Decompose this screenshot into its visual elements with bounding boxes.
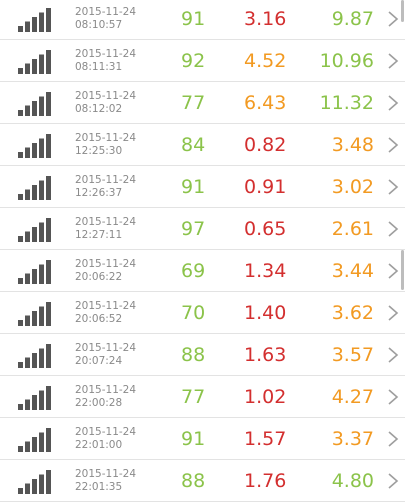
score-value: 88 xyxy=(181,344,206,366)
value-2: 10.96 xyxy=(319,50,374,72)
score-value: 91 xyxy=(181,428,206,450)
measurement-time: 20:07:24 xyxy=(75,355,123,367)
value-1: 1.34 xyxy=(244,260,287,282)
value-1: 1.40 xyxy=(244,302,287,324)
measurement-date: 2015-11-24 xyxy=(75,90,137,102)
chevron-right-icon[interactable] xyxy=(386,94,400,112)
value-2: 2.61 xyxy=(331,218,374,240)
chevron-right-icon[interactable] xyxy=(386,136,400,154)
score-value: 91 xyxy=(181,8,206,30)
chevron-right-icon[interactable] xyxy=(386,304,400,322)
measurement-time: 12:27:11 xyxy=(75,229,123,241)
measurement-date: 2015-11-24 xyxy=(75,174,137,186)
signal-strength-icon xyxy=(18,176,54,200)
score-value: 84 xyxy=(181,134,206,156)
scrollbar-thumb[interactable] xyxy=(401,250,404,290)
list-item[interactable]: 2015-11-24 22:01:35 88 1.76 4.80 xyxy=(0,460,405,502)
signal-strength-icon xyxy=(18,470,54,494)
score-value: 88 xyxy=(181,470,206,492)
score-value: 91 xyxy=(181,176,206,198)
chevron-right-icon[interactable] xyxy=(386,220,400,238)
value-1: 1.02 xyxy=(244,386,287,408)
list-item[interactable]: 2015-11-24 08:10:57 91 3.16 9.87 xyxy=(0,0,405,40)
measurement-time: 22:01:35 xyxy=(75,481,123,493)
score-value: 69 xyxy=(181,260,206,282)
scrollbar-thumb-top[interactable] xyxy=(401,0,404,22)
list-item[interactable]: 2015-11-24 20:06:52 70 1.40 3.62 xyxy=(0,292,405,334)
score-value: 97 xyxy=(181,218,206,240)
measurement-date: 2015-11-24 xyxy=(75,132,137,144)
score-value: 77 xyxy=(181,92,206,114)
chevron-right-icon[interactable] xyxy=(386,430,400,448)
signal-strength-icon xyxy=(18,218,54,242)
list-item[interactable]: 2015-11-24 08:11:31 92 4.52 10.96 xyxy=(0,40,405,82)
measurement-time: 08:12:02 xyxy=(75,103,123,115)
value-2: 9.87 xyxy=(331,8,374,30)
value-2: 3.37 xyxy=(331,428,374,450)
value-2: 3.44 xyxy=(331,260,374,282)
measurement-date: 2015-11-24 xyxy=(75,468,137,480)
measurement-date: 2015-11-24 xyxy=(75,300,137,312)
measurement-time: 08:11:31 xyxy=(75,61,123,73)
list-item[interactable]: 2015-11-24 20:07:24 88 1.63 3.57 xyxy=(0,334,405,376)
measurement-time: 08:10:57 xyxy=(75,19,123,31)
signal-strength-icon xyxy=(18,260,54,284)
measurement-time: 22:00:28 xyxy=(75,397,123,409)
value-2: 3.57 xyxy=(331,344,374,366)
value-2: 3.48 xyxy=(331,134,374,156)
signal-strength-icon xyxy=(18,386,54,410)
chevron-right-icon[interactable] xyxy=(386,52,400,70)
value-2: 4.80 xyxy=(331,470,374,492)
measurement-time: 12:26:37 xyxy=(75,187,123,199)
measurement-time: 22:01:00 xyxy=(75,439,123,451)
value-1: 6.43 xyxy=(244,92,287,114)
measurement-date: 2015-11-24 xyxy=(75,384,137,396)
chevron-right-icon[interactable] xyxy=(386,178,400,196)
score-value: 77 xyxy=(181,386,206,408)
signal-strength-icon xyxy=(18,344,54,368)
list-item[interactable]: 2015-11-24 12:27:11 97 0.65 2.61 xyxy=(0,208,405,250)
value-1: 1.57 xyxy=(244,428,287,450)
list-item[interactable]: 2015-11-24 12:25:30 84 0.82 3.48 xyxy=(0,124,405,166)
measurement-time: 20:06:22 xyxy=(75,271,123,283)
value-1: 3.16 xyxy=(244,8,287,30)
score-value: 70 xyxy=(181,302,206,324)
measurement-date: 2015-11-24 xyxy=(75,216,137,228)
chevron-right-icon[interactable] xyxy=(386,472,400,490)
value-1: 0.82 xyxy=(244,134,287,156)
value-1: 0.91 xyxy=(244,176,287,198)
value-1: 1.76 xyxy=(244,470,287,492)
list-item[interactable]: 2015-11-24 08:12:02 77 6.43 11.32 xyxy=(0,82,405,124)
measurement-date: 2015-11-24 xyxy=(75,426,137,438)
value-2: 3.02 xyxy=(331,176,374,198)
chevron-right-icon[interactable] xyxy=(386,10,400,28)
signal-strength-icon xyxy=(18,92,54,116)
list-item[interactable]: 2015-11-24 20:06:22 69 1.34 3.44 xyxy=(0,250,405,292)
measurement-date: 2015-11-24 xyxy=(75,48,137,60)
chevron-right-icon[interactable] xyxy=(386,346,400,364)
value-1: 4.52 xyxy=(244,50,287,72)
measurement-time: 12:25:30 xyxy=(75,145,123,157)
measurement-date: 2015-11-24 xyxy=(75,342,137,354)
signal-strength-icon xyxy=(18,428,54,452)
value-2: 4.27 xyxy=(331,386,374,408)
signal-strength-icon xyxy=(18,134,54,158)
value-1: 0.65 xyxy=(244,218,287,240)
value-2: 11.32 xyxy=(319,92,374,114)
chevron-right-icon[interactable] xyxy=(386,262,400,280)
score-value: 92 xyxy=(181,50,206,72)
list-item[interactable]: 2015-11-24 22:00:28 77 1.02 4.27 xyxy=(0,376,405,418)
signal-strength-icon xyxy=(18,50,54,74)
measurement-time: 20:06:52 xyxy=(75,313,123,325)
measurement-date: 2015-11-24 xyxy=(75,6,137,18)
measurement-date: 2015-11-24 xyxy=(75,258,137,270)
signal-strength-icon xyxy=(18,302,54,326)
value-2: 3.62 xyxy=(331,302,374,324)
list-item[interactable]: 2015-11-24 12:26:37 91 0.91 3.02 xyxy=(0,166,405,208)
value-1: 1.63 xyxy=(244,344,287,366)
signal-strength-icon xyxy=(18,8,54,32)
chevron-right-icon[interactable] xyxy=(386,388,400,406)
list-item[interactable]: 2015-11-24 22:01:00 91 1.57 3.37 xyxy=(0,418,405,460)
